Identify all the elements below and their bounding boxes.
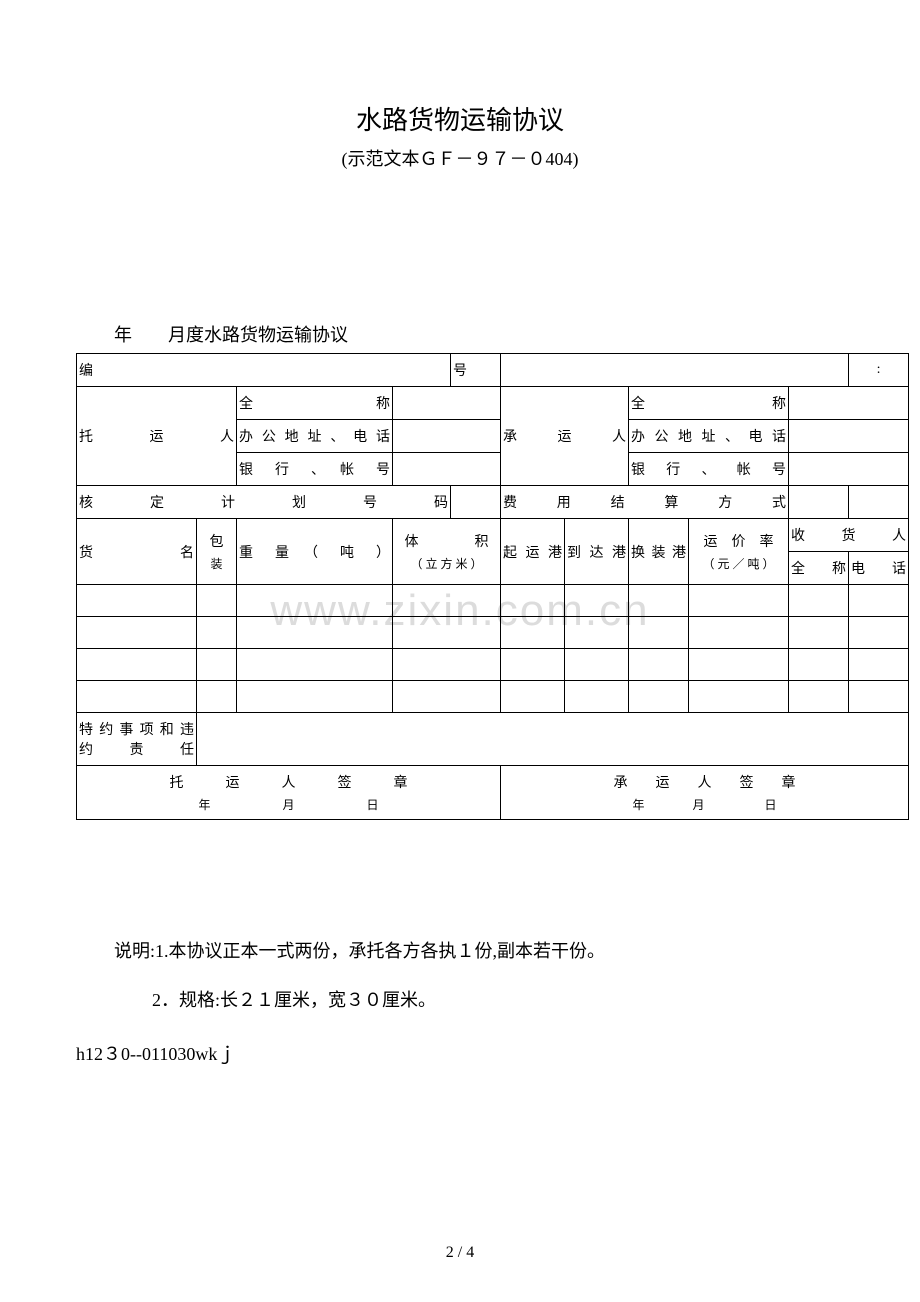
col-origin: 起 运 港 bbox=[501, 519, 565, 585]
data-row bbox=[77, 617, 909, 649]
plan-code-value bbox=[451, 486, 501, 519]
col-volume: 体 积（ 立 方 米 ） bbox=[393, 519, 501, 585]
carrier-bank-value bbox=[789, 453, 909, 486]
doc-number-label-right: 号 bbox=[451, 354, 501, 387]
col-weight: 重 量 （ 吨 ） bbox=[237, 519, 393, 585]
data-row bbox=[77, 585, 909, 617]
shipper-bank-value bbox=[393, 453, 501, 486]
doc-number-value bbox=[501, 354, 849, 387]
main-title: 水路货物运输协议 bbox=[76, 100, 844, 137]
col-cargo: 货 名 bbox=[77, 519, 197, 585]
col-recv-tel: 电 话 bbox=[849, 552, 909, 585]
note-line2: 2．规格:长２１厘米，宽３０厘米。 bbox=[76, 979, 844, 1022]
footer-code: h12３0--011030wkｊ bbox=[76, 1040, 844, 1066]
title-block: 水路货物运输协议 (示范文本ＧＦ－９７－０404) bbox=[76, 100, 844, 171]
special-label: 特 约 事 项 和 违 约 责 任 bbox=[77, 713, 197, 766]
carrier-sign: 承 运 人 签 章 年 月 日 bbox=[501, 766, 909, 820]
plan-code-label: 核 定 计 划 号 码 bbox=[77, 486, 451, 519]
shipper-name-label: 全 称 bbox=[237, 387, 393, 420]
col-trans: 换 装 港 bbox=[629, 519, 689, 585]
shipper-label: 托 运 人 bbox=[77, 387, 237, 486]
carrier-label: 承 运 人 bbox=[501, 387, 629, 486]
data-row bbox=[77, 681, 909, 713]
doc-number-colon: : bbox=[849, 354, 909, 387]
shipper-bank-label: 银 行 、 帐 号 bbox=[237, 453, 393, 486]
carrier-addr-label: 办 公 地 址 、 电 话 bbox=[629, 420, 789, 453]
doc-number-label-left: 编 bbox=[77, 354, 451, 387]
subtitle: (示范文本ＧＦ－９７－０404) bbox=[76, 145, 844, 171]
note-line1: 说明:1.本协议正本一式两份，承托各方各执１份,副本若干份。 bbox=[76, 930, 844, 973]
carrier-name-value bbox=[789, 387, 909, 420]
shipper-addr-label: 办 公 地 址 、 电 话 bbox=[237, 420, 393, 453]
page-number: 2 / 4 bbox=[0, 1244, 920, 1262]
col-recv: 收 货 人 bbox=[789, 519, 909, 552]
data-row bbox=[77, 649, 909, 681]
carrier-addr-value bbox=[789, 420, 909, 453]
shipper-addr-value bbox=[393, 420, 501, 453]
payment-label: 费 用 结 算 方 式 bbox=[501, 486, 789, 519]
col-dest: 到 达 港 bbox=[565, 519, 629, 585]
section-heading: 年 月度水路货物运输协议 bbox=[76, 321, 844, 347]
special-value bbox=[197, 713, 909, 766]
shipper-name-value bbox=[393, 387, 501, 420]
carrier-name-label: 全 称 bbox=[629, 387, 789, 420]
col-rate: 运 价 率（ 元 ／ 吨 ） bbox=[689, 519, 789, 585]
payment-value bbox=[789, 486, 849, 519]
carrier-bank-label: 银 行 、 帐 号 bbox=[629, 453, 789, 486]
notes-block: 说明:1.本协议正本一式两份，承托各方各执１份,副本若干份。 2．规格:长２１厘… bbox=[76, 930, 844, 1022]
shipper-sign: 托 运 人 签 章 年 月 日 bbox=[77, 766, 501, 820]
col-pack: 包装 bbox=[197, 519, 237, 585]
main-table: 编 号 : 托 运 人 全 称 承 运 人 全 称 办 公 地 址 、 电 话 … bbox=[76, 353, 909, 820]
payment-value2 bbox=[849, 486, 909, 519]
col-recv-name: 全 称 bbox=[789, 552, 849, 585]
